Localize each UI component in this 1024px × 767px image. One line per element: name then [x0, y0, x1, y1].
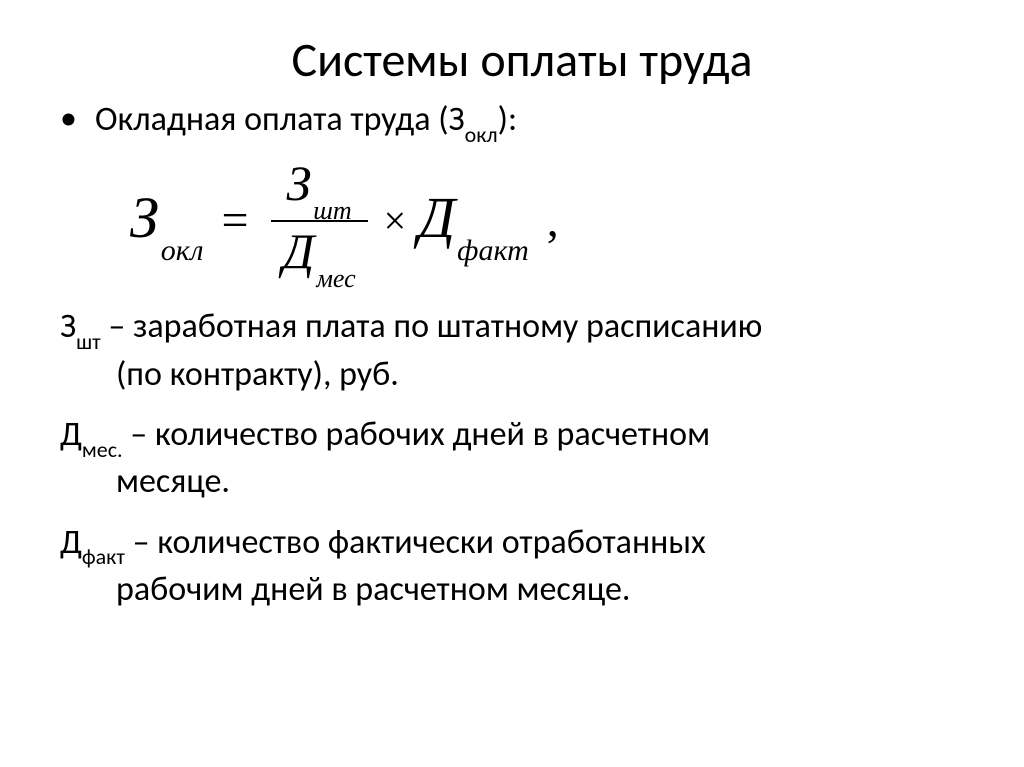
den-sub: мес [316, 264, 355, 293]
fraction-denominator: Дмес [271, 224, 368, 286]
definition-1: Зшт – заработная плата по штатному распи… [60, 305, 984, 397]
rhs-sub: факт [457, 234, 529, 267]
def3-dash: – [125, 522, 157, 563]
def2-term-sub: мес. [82, 436, 123, 463]
formula: Зокл = Зшт Дмес × Дфакт , [130, 156, 984, 285]
lhs-base: З [130, 185, 159, 250]
bullet-suffix: ): [498, 99, 517, 140]
def2-line1: количество рабочих дней в расчетном [155, 414, 710, 455]
def1-term-base: З [60, 306, 76, 347]
lhs-sub: окл [161, 234, 204, 267]
def1-term-sub: шт [76, 328, 101, 355]
fraction-numerator: Зшт [275, 156, 364, 218]
den-base: Д [283, 223, 315, 279]
num-sub: шт [313, 196, 351, 225]
def3-term-base: Д [60, 522, 82, 563]
slide: Системы оплаты труда • Окладная оплата т… [0, 0, 1024, 658]
equals-sign: = [221, 193, 248, 248]
bullet-item: • Окладная оплата труда (Зокл): [60, 99, 984, 144]
def1-dash: – [101, 306, 133, 347]
definition-2: Дмес. – количество рабочих дней в расчет… [60, 413, 984, 505]
bullet-prefix: Окладная оплата труда (З [95, 99, 465, 140]
formula-trail: , [547, 193, 559, 248]
def2-term-base: Д [60, 414, 82, 455]
times-sign: × [384, 197, 407, 244]
bullet-subscript: окл [465, 121, 498, 148]
def3-line1: количество фактически отработанных [157, 522, 705, 563]
def1-line2: (по контракту), руб. [60, 353, 984, 397]
num-base: З [287, 155, 312, 211]
definition-3: Дфакт – количество фактически отработанн… [60, 521, 984, 613]
formula-lhs: Зокл [130, 184, 203, 258]
bullet-text: Окладная оплата труда (Зокл): [95, 99, 517, 144]
def3-term-sub: факт [82, 543, 125, 570]
formula-rhs: Дфакт [418, 184, 529, 258]
slide-title: Системы оплаты труда [60, 30, 984, 89]
def2-line2: месяце. [60, 460, 984, 504]
def1-line1: заработная плата по штатному расписанию [133, 306, 762, 347]
rhs-base: Д [418, 185, 455, 250]
bullet-glyph: • [60, 99, 77, 140]
def3-line2: рабочим дней в расчетном месяце. [60, 568, 984, 612]
fraction: Зшт Дмес [271, 156, 368, 285]
def2-dash: – [123, 414, 155, 455]
